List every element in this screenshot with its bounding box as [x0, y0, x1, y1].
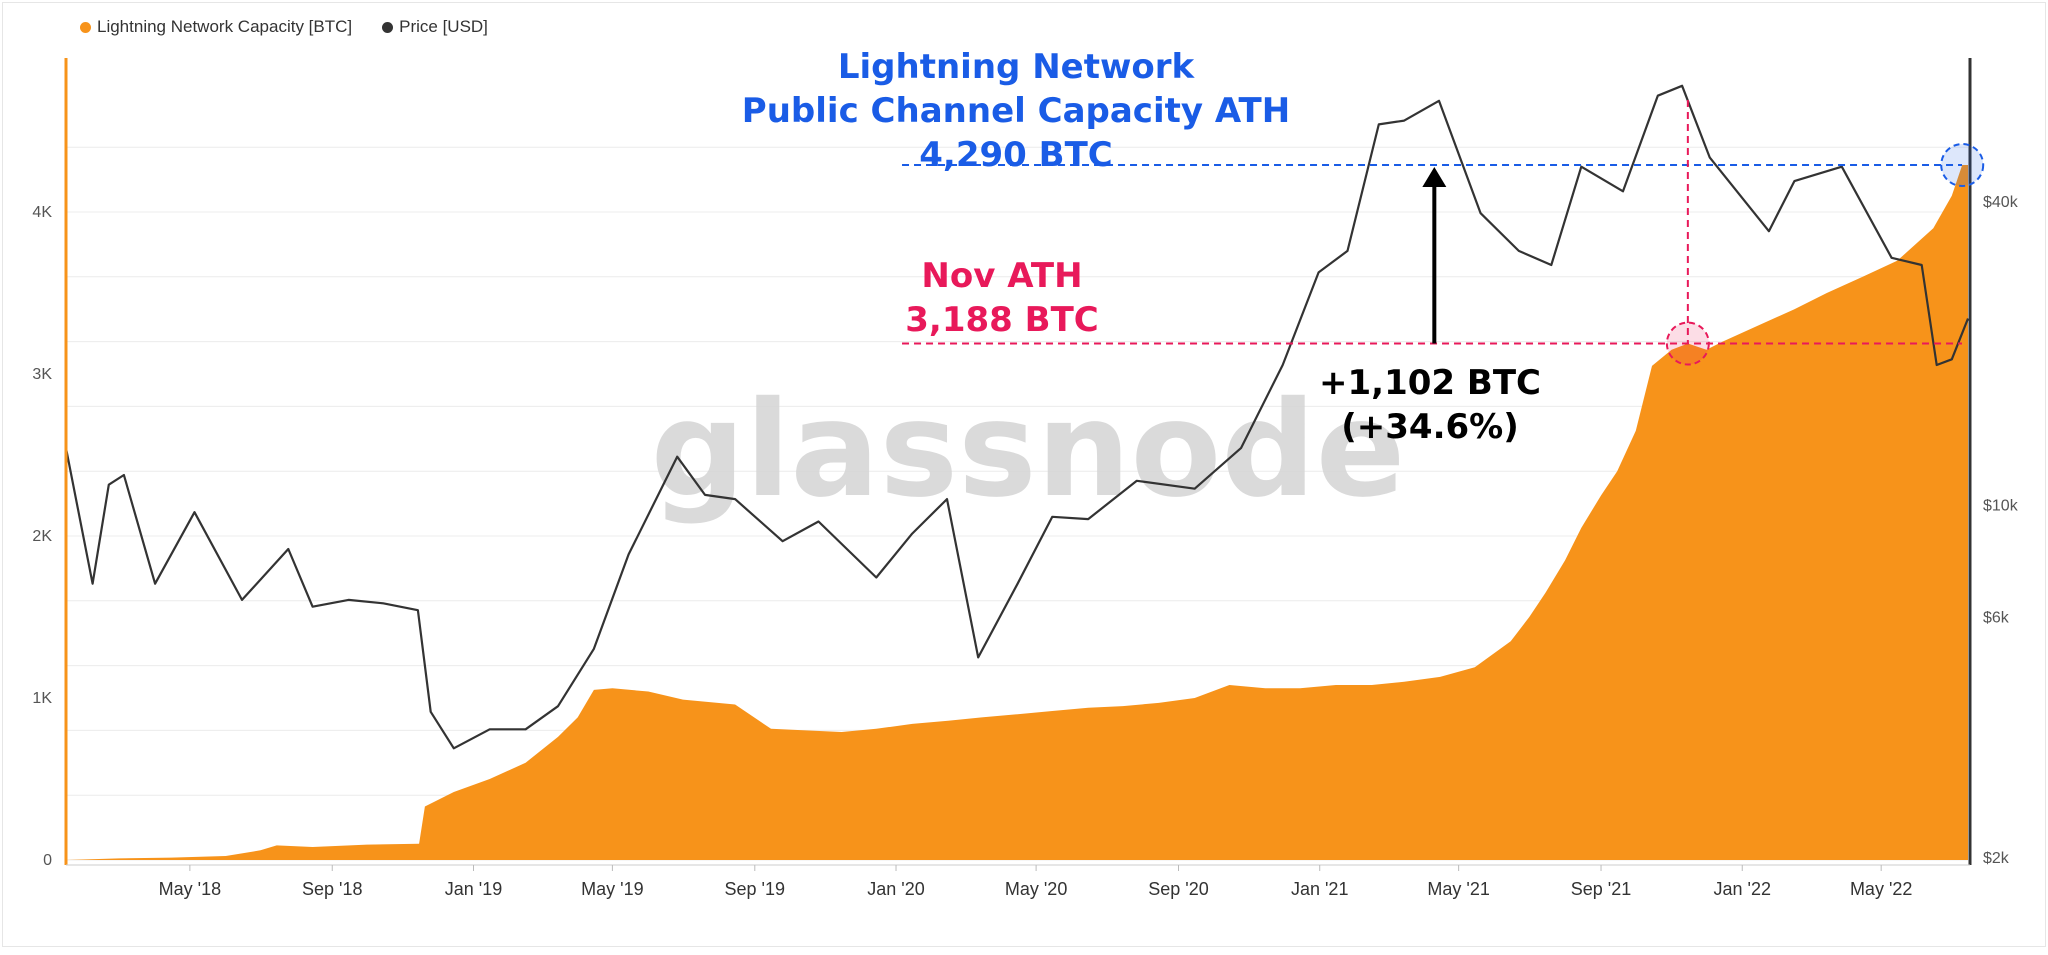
nov-ath-title: Nov ATH [921, 256, 1082, 296]
x-tick-label: Sep '21 [1571, 879, 1632, 899]
nov-ath-value: 3,188 BTC [905, 300, 1098, 340]
x-tick-label: Sep '19 [725, 879, 786, 899]
arrow-head-icon [1422, 167, 1447, 188]
watermark: glassnode [651, 373, 1406, 527]
x-tick-label: May '21 [1427, 879, 1489, 899]
price-dot-icon [382, 21, 394, 33]
legend-item-capacity[interactable]: Lightning Network Capacity [BTC] [80, 17, 352, 37]
x-tick-label: May '22 [1850, 879, 1912, 899]
legend-label-price: Price [USD] [399, 17, 488, 36]
left-axis-ticks: 0 1K 2K 3K 4K [32, 204, 52, 869]
ath-value: 4,290 BTC [919, 135, 1112, 175]
legend-item-price[interactable]: Price [USD] [382, 17, 488, 37]
x-tick-label: May '20 [1005, 879, 1067, 899]
right-tick-label: $2k [1983, 850, 2010, 867]
x-tick-label: Jan '21 [1291, 879, 1348, 899]
x-tick-label: May '19 [581, 879, 643, 899]
right-tick-label: $6k [1983, 609, 2010, 626]
left-tick-label: 3K [32, 366, 52, 383]
legend-label-capacity: Lightning Network Capacity [BTC] [97, 17, 353, 36]
x-tick-label: Sep '18 [302, 879, 363, 899]
right-axis-ticks: $2k $6k $10k $40k [1983, 194, 2019, 867]
right-tick-label: $40k [1983, 194, 2019, 211]
nov-ath-marker [1665, 321, 1710, 366]
x-tick-label: Sep '20 [1148, 879, 1209, 899]
ath-marker [1940, 143, 1985, 188]
x-tick-label: Jan '20 [867, 879, 924, 899]
capacity-dot-icon [80, 21, 91, 33]
left-tick-label: 2K [32, 528, 52, 545]
legend: Lightning Network Capacity [BTC] Price [… [80, 17, 488, 37]
left-tick-label: 0 [43, 852, 52, 869]
left-tick-label: 1K [32, 690, 52, 707]
left-tick-label: 4K [32, 204, 52, 221]
right-tick-label: $10k [1983, 498, 2019, 515]
price-line [64, 84, 1970, 750]
ath-title-line1: Lightning Network [838, 47, 1196, 87]
capacity-area [66, 165, 1968, 860]
x-axis-ticks: May '18 Sep '18 Jan '19 May '19 Sep '19 Jan '… [159, 865, 1912, 899]
x-tick-label: Jan '22 [1714, 879, 1771, 899]
ath-title-line2: Public Channel Capacity ATH [742, 91, 1290, 131]
x-tick-label: Jan '19 [445, 879, 502, 899]
x-tick-label: May '18 [159, 879, 221, 899]
increase-percent: (+34.6%) [1341, 407, 1519, 447]
increase-value: +1,102 BTC [1319, 363, 1541, 403]
